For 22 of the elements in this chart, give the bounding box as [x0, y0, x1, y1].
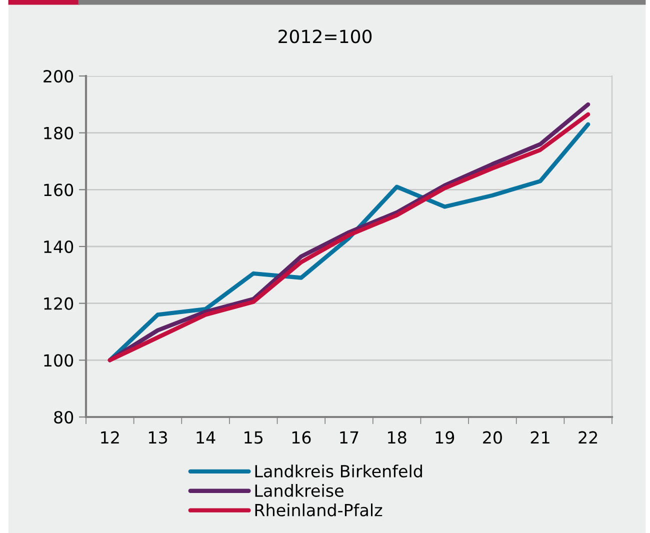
x-tick-label: 21	[530, 431, 550, 444]
x-tick-label: 15	[244, 431, 263, 444]
y-tick-label: 180	[44, 126, 74, 140]
x-tick-label: 12	[101, 431, 119, 444]
x-tick-label: 22	[578, 431, 598, 444]
y-tick-label: 80	[54, 410, 74, 424]
x-tick-label: 13	[148, 431, 167, 444]
legend-label: Landkreise	[255, 484, 344, 497]
x-tick-label: 19	[436, 431, 454, 444]
x-tick-label: 16	[292, 431, 311, 444]
x-tick-label: 14	[196, 431, 216, 444]
legend-label: Rheinland-Pfalz	[255, 504, 382, 516]
y-tick-label: 160	[44, 184, 74, 196]
y-tick-label: 100	[44, 354, 74, 367]
y-tick-label: 140	[44, 240, 74, 254]
x-tick-label: 17	[340, 431, 358, 444]
x-tick-label: 20	[483, 431, 502, 444]
y-tick-label: 200	[44, 70, 74, 83]
y-tick-label: 120	[44, 297, 74, 310]
x-tick-label: 18	[388, 431, 406, 444]
legend-label: Landkreis Birkenfeld	[255, 464, 422, 478]
chart-title: 2012=100	[278, 30, 372, 44]
